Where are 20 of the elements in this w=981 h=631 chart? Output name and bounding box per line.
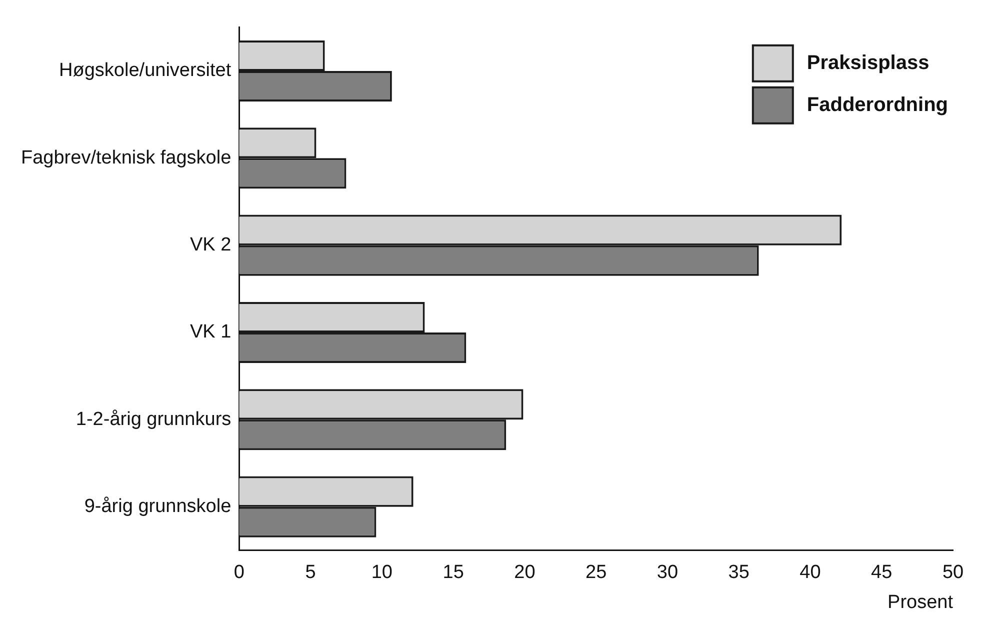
x-axis-title: Prosent xyxy=(888,592,954,613)
x-tick-label: 40 xyxy=(800,562,821,584)
x-tick-label: 0 xyxy=(234,562,244,584)
y-tick-label: 9-årig grunnskole xyxy=(84,496,232,518)
x-tick-label: 25 xyxy=(586,562,607,584)
x-tick-label: 50 xyxy=(942,562,964,584)
x-tick-label: 45 xyxy=(871,562,892,584)
legend-label: Praksisplass xyxy=(806,52,930,74)
x-tick-label: 20 xyxy=(514,562,536,584)
y-tick-label: Høgskole/universitet xyxy=(59,60,232,82)
y-tick-label: 1-2-årig grunnkurs xyxy=(76,408,232,430)
y-tick-label: Fagbrev/teknisk fagskole xyxy=(20,147,232,168)
y-tick-label: VK 2 xyxy=(190,234,232,256)
x-tick-label: 10 xyxy=(371,562,392,584)
x-tick-label: 30 xyxy=(656,562,678,584)
y-tick-label: VK 1 xyxy=(190,322,232,343)
x-tick-label: 35 xyxy=(728,562,750,584)
x-tick-label: 5 xyxy=(305,562,316,584)
legend-label: Fadderordning xyxy=(806,94,948,116)
x-tick-label: 15 xyxy=(442,562,464,584)
